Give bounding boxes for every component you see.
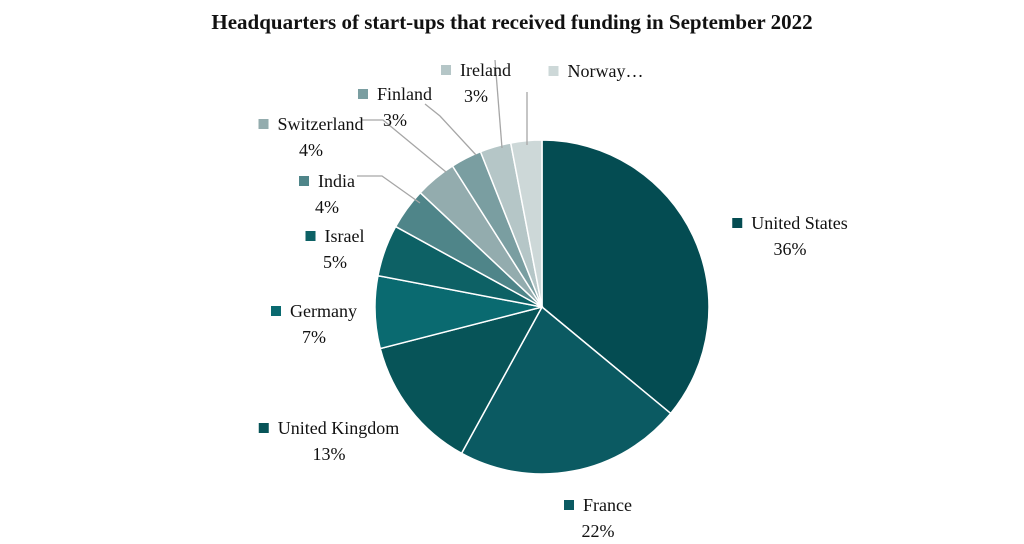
slice-label: Ireland 3% <box>441 57 511 109</box>
leader-line <box>494 59 503 149</box>
chart-title: Headquarters of start-ups that received … <box>211 10 813 34</box>
slice-label: France 22% <box>564 492 632 544</box>
slice-label: Germany 7% <box>271 298 357 350</box>
pie-slice-france <box>460 305 672 475</box>
legend-swatch <box>548 66 559 76</box>
legend-swatch <box>258 423 269 433</box>
pie-slice-united-states <box>541 139 710 415</box>
leader-line <box>357 175 421 204</box>
slice-name: India <box>318 171 355 191</box>
leader-line <box>361 119 447 173</box>
slice-name: Ireland <box>460 60 511 80</box>
slice-percent: 3% <box>382 110 407 130</box>
slice-percent: 13% <box>312 444 346 464</box>
slice-percent: 4% <box>314 197 339 217</box>
legend-swatch <box>305 231 316 241</box>
legend-swatch <box>271 306 282 316</box>
slice-label: United Kingdom 13% <box>258 415 400 467</box>
slice-name: Finland <box>376 84 433 104</box>
leader-line <box>424 103 477 156</box>
slice-label: Switzerland 4% <box>258 111 364 163</box>
legend-swatch <box>357 89 368 99</box>
slice-name: Norway… <box>567 61 644 81</box>
slice-name: France <box>583 495 632 515</box>
pie-slice-united-kingdom <box>379 305 544 455</box>
legend-swatch <box>732 218 743 228</box>
slice-percent: 7% <box>301 327 326 347</box>
legend-swatch <box>299 176 310 186</box>
slice-percent: 4% <box>298 140 323 160</box>
slice-label: United States 36% <box>732 210 848 262</box>
slice-name: Germany <box>290 301 357 321</box>
slice-label: Finland 3% <box>357 81 433 133</box>
slice-label: India 4% <box>299 168 355 220</box>
slice-percent: 36% <box>773 239 807 259</box>
slice-label: Norway… <box>548 58 644 84</box>
slice-name: Israel <box>324 226 365 246</box>
slice-name: United Kingdom <box>277 418 400 438</box>
slice-name: United States <box>751 213 848 233</box>
slice-percent: 3% <box>464 86 488 106</box>
legend-swatch <box>258 119 269 129</box>
legend-swatch <box>564 500 575 510</box>
pie-slice-norway <box>509 139 543 308</box>
slice-percent: 5% <box>322 252 347 272</box>
slice-percent: 22% <box>581 521 615 541</box>
slice-name: Switzerland <box>277 114 364 134</box>
legend-swatch <box>441 65 452 75</box>
slice-label: Israel 5% <box>305 223 365 275</box>
